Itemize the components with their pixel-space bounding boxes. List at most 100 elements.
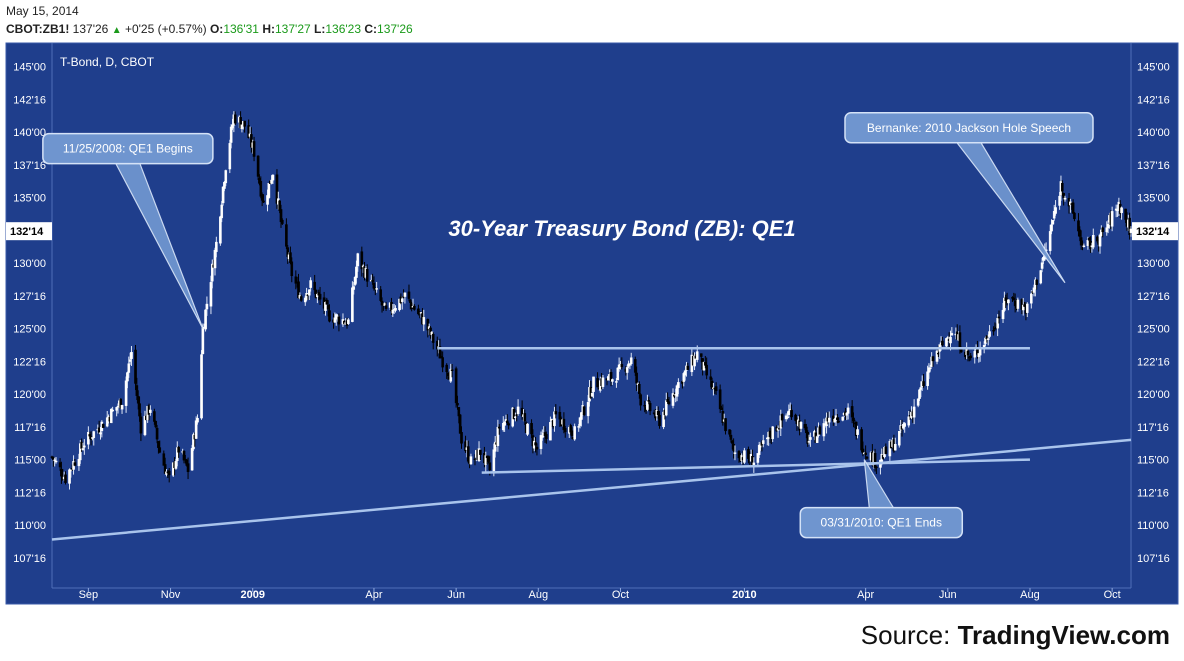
up-candle [83,445,86,448]
up-candle [351,287,354,322]
down-candle [460,432,463,444]
up-candle [492,449,496,472]
y-tick-label-left: 120'00 [13,389,46,401]
down-candle [720,407,723,410]
down-candle [643,404,647,407]
current-price-label-right: 132'14 [1136,226,1170,238]
up-candle [577,426,581,428]
up-candle [224,170,228,184]
down-candle [648,402,652,412]
close-label: C: [364,22,378,36]
down-candle [873,452,877,469]
down-candle [177,446,180,453]
up-candle [196,417,199,423]
down-candle [699,353,703,357]
callout-box [42,132,214,165]
up-candle [267,183,271,198]
up-candle [353,277,357,285]
up-candle [1039,270,1043,284]
down-candle [941,340,944,346]
trend-lines[interactable] [51,346,1132,541]
up-candle [677,382,680,388]
up-candle [950,333,954,336]
up-candle [493,441,497,452]
x-axis[interactable]: Sep Nov 2009 Apr Jun Aug Oct 2010 Apr Jun Aug Oct [79,588,1121,601]
down-candle [865,456,869,459]
chart-title: 30-Year Treasury Bond (ZB): QE1 [448,216,795,241]
down-candle [633,359,637,373]
y-tick-label-left: 145'00 [13,62,46,74]
down-candle [1062,193,1065,199]
up-candle [143,415,147,436]
up-candle [807,441,811,443]
x-tick-label: Aug [1020,589,1040,601]
up-candle [671,393,675,406]
up-candle [124,380,128,406]
up-candle [211,263,214,282]
y-tick-label-left: 142'16 [13,94,46,106]
down-candle [450,369,454,371]
source-brand[interactable]: TradingView.com [957,620,1170,650]
open-label: O: [209,22,224,36]
down-candle [278,200,281,211]
up-candle [799,421,803,429]
down-candle [728,429,731,435]
annotation-callout[interactable]: 11/25/2008: QE1 Begins [42,132,214,329]
y-tick-label-left: 112'16 [14,487,46,499]
y-tick-label-left: 107'16 [13,553,46,565]
down-candle [155,427,159,440]
up-candle [1110,211,1114,227]
y-axis-right[interactable]: 107'16 110'00 112'16 115'00 117'16 120'00 122'… [1137,62,1170,565]
down-candle [154,420,158,428]
annotations[interactable]: 11/25/2008: QE1 Begins 03/31/2010: QE1 En… [42,112,1094,539]
up-candle [1058,195,1061,206]
up-candle [1048,231,1052,252]
up-candle [625,367,629,373]
up-candle [204,309,207,330]
up-candle [383,303,387,306]
down-candle [456,403,459,406]
y-tick-label-right: 112'16 [1137,487,1169,499]
price-chart[interactable]: 107'16 110'00 112'16 115'00 117'16 120'00 122'… [0,40,1184,606]
up-candle [200,354,203,419]
symbol-label[interactable]: CBOT:ZB1! [6,22,70,36]
up-candle [229,126,233,143]
down-candle [286,247,290,257]
up-candle [541,435,544,438]
up-candle [305,293,308,300]
down-candle [97,427,101,433]
y-tick-label-right: 115'00 [1137,455,1169,467]
down-candle [458,414,462,434]
down-candle [1060,183,1064,192]
down-candle [64,474,67,483]
annotation-callout[interactable]: 03/31/2010: QE1 Ends [799,459,964,539]
down-candle [837,420,840,423]
up-candle [827,417,831,423]
up-candle [683,370,687,376]
up-candle [307,289,311,296]
down-candle [275,174,279,204]
down-candle [658,414,661,427]
up-candle [496,426,500,447]
up-candle [628,363,632,366]
down-candle [554,411,558,415]
up-candle [809,437,812,440]
up-candle [918,389,921,399]
y-tick-label-left: 130'00 [13,258,46,270]
down-candle [365,269,369,282]
down-candle [88,434,92,437]
low-label: L: [314,22,326,36]
down-candle [136,395,140,404]
up-candle [355,266,358,278]
down-candle [570,430,574,437]
down-candle [488,462,492,471]
up-candle [935,350,939,362]
up-candle [573,426,576,440]
down-candle [479,449,482,455]
up-candle [68,469,71,484]
annotation-callout[interactable]: Bernanke: 2010 Jackson Hole Speech [844,112,1094,284]
down-candle [534,442,537,446]
down-candle [446,372,450,377]
current-price-label-left: 132'14 [10,226,44,238]
down-candle [620,364,624,368]
